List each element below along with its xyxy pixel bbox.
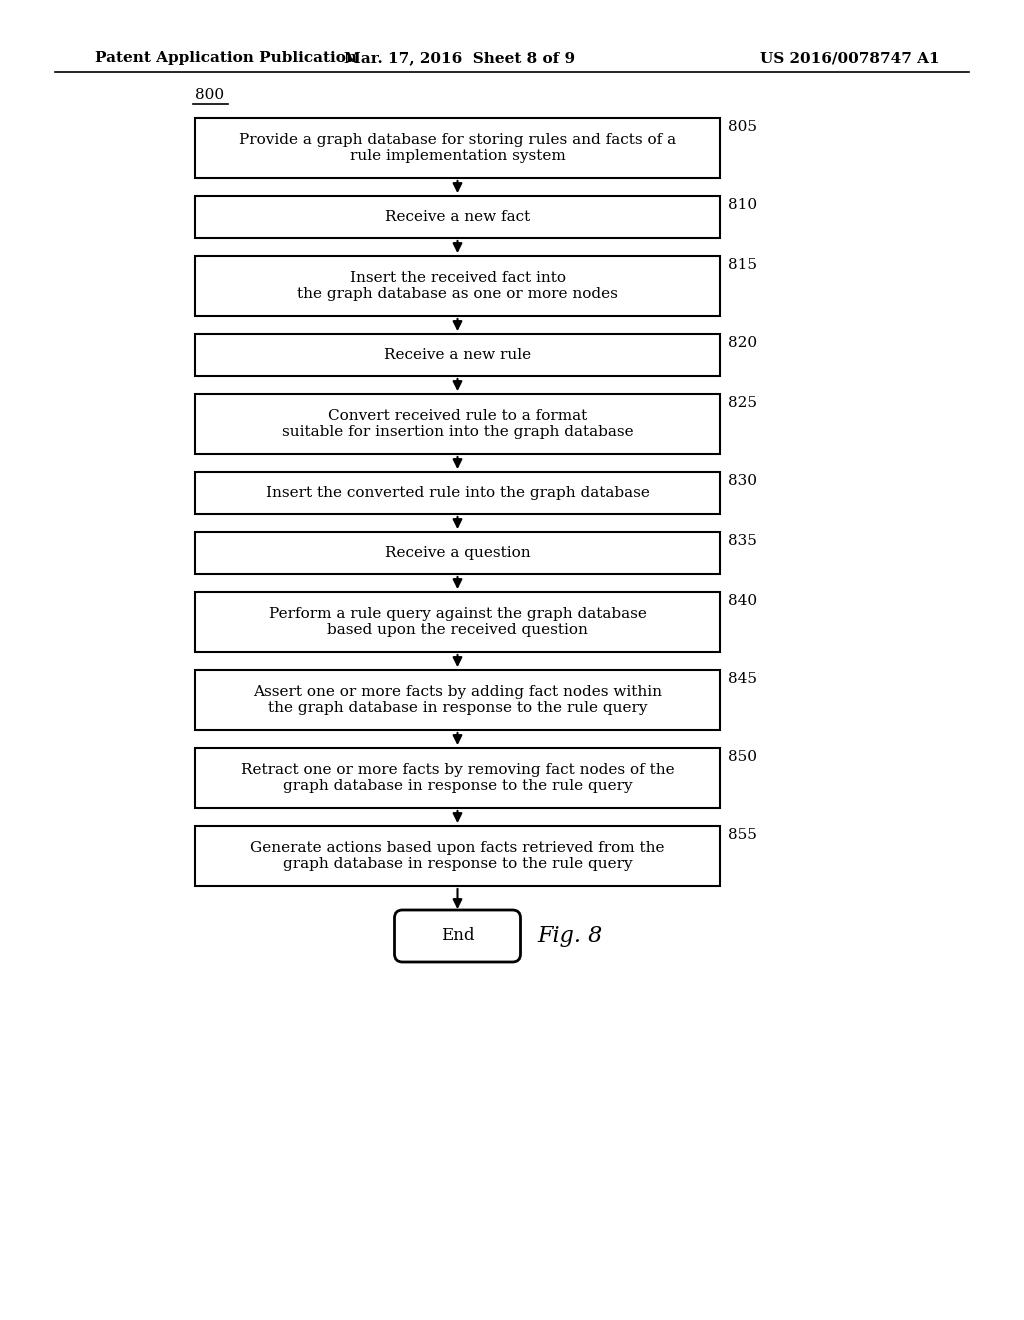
FancyBboxPatch shape xyxy=(195,748,720,808)
Text: 850: 850 xyxy=(728,750,757,764)
Text: 800: 800 xyxy=(195,88,224,102)
Text: Receive a question: Receive a question xyxy=(385,546,530,560)
FancyBboxPatch shape xyxy=(195,195,720,238)
FancyBboxPatch shape xyxy=(195,334,720,376)
Text: Patent Application Publication: Patent Application Publication xyxy=(95,51,357,65)
Text: 820: 820 xyxy=(728,337,757,350)
Text: Generate actions based upon facts retrieved from the
graph database in response : Generate actions based upon facts retrie… xyxy=(250,841,665,871)
FancyBboxPatch shape xyxy=(195,256,720,315)
Text: 840: 840 xyxy=(728,594,757,609)
Text: Assert one or more facts by adding fact nodes within
the graph database in respo: Assert one or more facts by adding fact … xyxy=(253,685,662,715)
FancyBboxPatch shape xyxy=(195,473,720,513)
FancyBboxPatch shape xyxy=(195,532,720,574)
FancyBboxPatch shape xyxy=(195,826,720,886)
Text: 845: 845 xyxy=(728,672,757,686)
Text: Insert the converted rule into the graph database: Insert the converted rule into the graph… xyxy=(265,486,649,500)
FancyBboxPatch shape xyxy=(195,591,720,652)
Text: 830: 830 xyxy=(728,474,757,488)
Text: 855: 855 xyxy=(728,828,757,842)
Text: 825: 825 xyxy=(728,396,757,411)
Text: Perform a rule query against the graph database
based upon the received question: Perform a rule query against the graph d… xyxy=(268,607,646,638)
Text: US 2016/0078747 A1: US 2016/0078747 A1 xyxy=(761,51,940,65)
Text: Receive a new fact: Receive a new fact xyxy=(385,210,530,224)
Text: Insert the received fact into
the graph database as one or more nodes: Insert the received fact into the graph … xyxy=(297,271,617,301)
FancyBboxPatch shape xyxy=(195,117,720,178)
Text: Retract one or more facts by removing fact nodes of the
graph database in respon: Retract one or more facts by removing fa… xyxy=(241,763,675,793)
Text: 810: 810 xyxy=(728,198,757,213)
Text: End: End xyxy=(440,928,474,945)
FancyBboxPatch shape xyxy=(195,393,720,454)
Text: Fig. 8: Fig. 8 xyxy=(538,925,603,946)
Text: 835: 835 xyxy=(728,535,757,548)
FancyBboxPatch shape xyxy=(195,671,720,730)
FancyBboxPatch shape xyxy=(394,909,520,962)
Text: 805: 805 xyxy=(728,120,757,135)
Text: Convert received rule to a format
suitable for insertion into the graph database: Convert received rule to a format suitab… xyxy=(282,409,633,440)
Text: 815: 815 xyxy=(728,257,757,272)
Text: Mar. 17, 2016  Sheet 8 of 9: Mar. 17, 2016 Sheet 8 of 9 xyxy=(344,51,575,65)
Text: Provide a graph database for storing rules and facts of a
rule implementation sy: Provide a graph database for storing rul… xyxy=(239,133,676,164)
Text: Receive a new rule: Receive a new rule xyxy=(384,348,531,362)
